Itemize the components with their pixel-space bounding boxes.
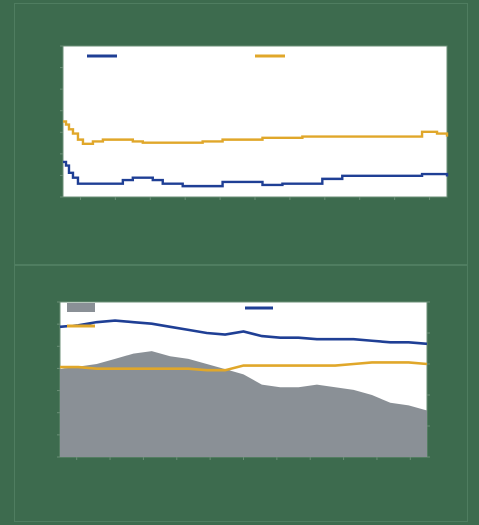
series-line-2 (60, 361, 428, 372)
bottom-chart-panel (14, 265, 468, 522)
series-line-0 (63, 160, 449, 188)
bottom-chart-svg (57, 301, 430, 460)
top-chart-svg (60, 45, 449, 200)
plot-area (62, 45, 448, 198)
series-line-1 (59, 319, 428, 346)
series-line-1 (63, 120, 449, 146)
top-chart-panel (14, 3, 468, 265)
series-area-0 (60, 351, 427, 457)
legend-swatch-0 (67, 303, 95, 312)
